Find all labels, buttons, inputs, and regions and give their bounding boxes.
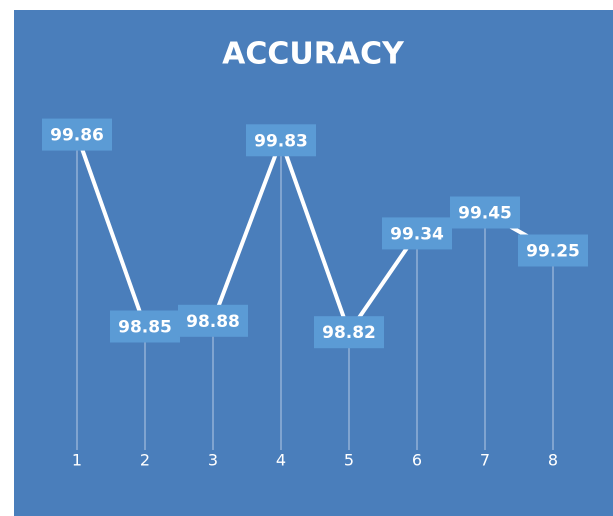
data-label-text: 99.86 [50,126,104,146]
data-label: 99.34 [382,217,452,250]
data-label-text: 98.82 [322,323,376,343]
chart-background [14,10,613,516]
data-label-text: 98.88 [186,312,240,332]
data-label-box [178,304,248,337]
data-label-text: 99.25 [526,242,580,262]
data-label-text: 98.85 [118,318,172,338]
x-tick-label: 3 [208,451,218,470]
data-label-box [450,196,520,229]
data-label-box [382,217,452,250]
data-label-box [246,124,316,157]
data-label-text: 99.34 [390,224,444,244]
x-tick-label: 5 [344,451,354,470]
x-tick-label: 6 [412,451,422,470]
data-label: 98.88 [178,304,248,337]
data-label-text: 99.83 [254,131,308,151]
data-label-box [314,316,384,349]
data-label-box [110,310,180,343]
chart-title: ACCURACY [222,37,405,72]
data-label: 99.45 [450,196,520,229]
data-label-text: 99.45 [458,204,512,224]
x-tick-label: 2 [140,451,150,470]
x-tick-label: 7 [480,451,490,470]
data-label-box [42,118,112,151]
data-label: 99.86 [42,118,112,151]
x-tick-label: 4 [276,451,286,470]
data-label: 98.85 [110,310,180,343]
x-tick-label: 1 [72,451,82,470]
data-label: 99.25 [518,234,588,267]
data-label-box [518,234,588,267]
data-label: 98.82 [314,316,384,349]
x-tick-label: 8 [548,451,558,470]
data-label: 99.83 [246,124,316,157]
